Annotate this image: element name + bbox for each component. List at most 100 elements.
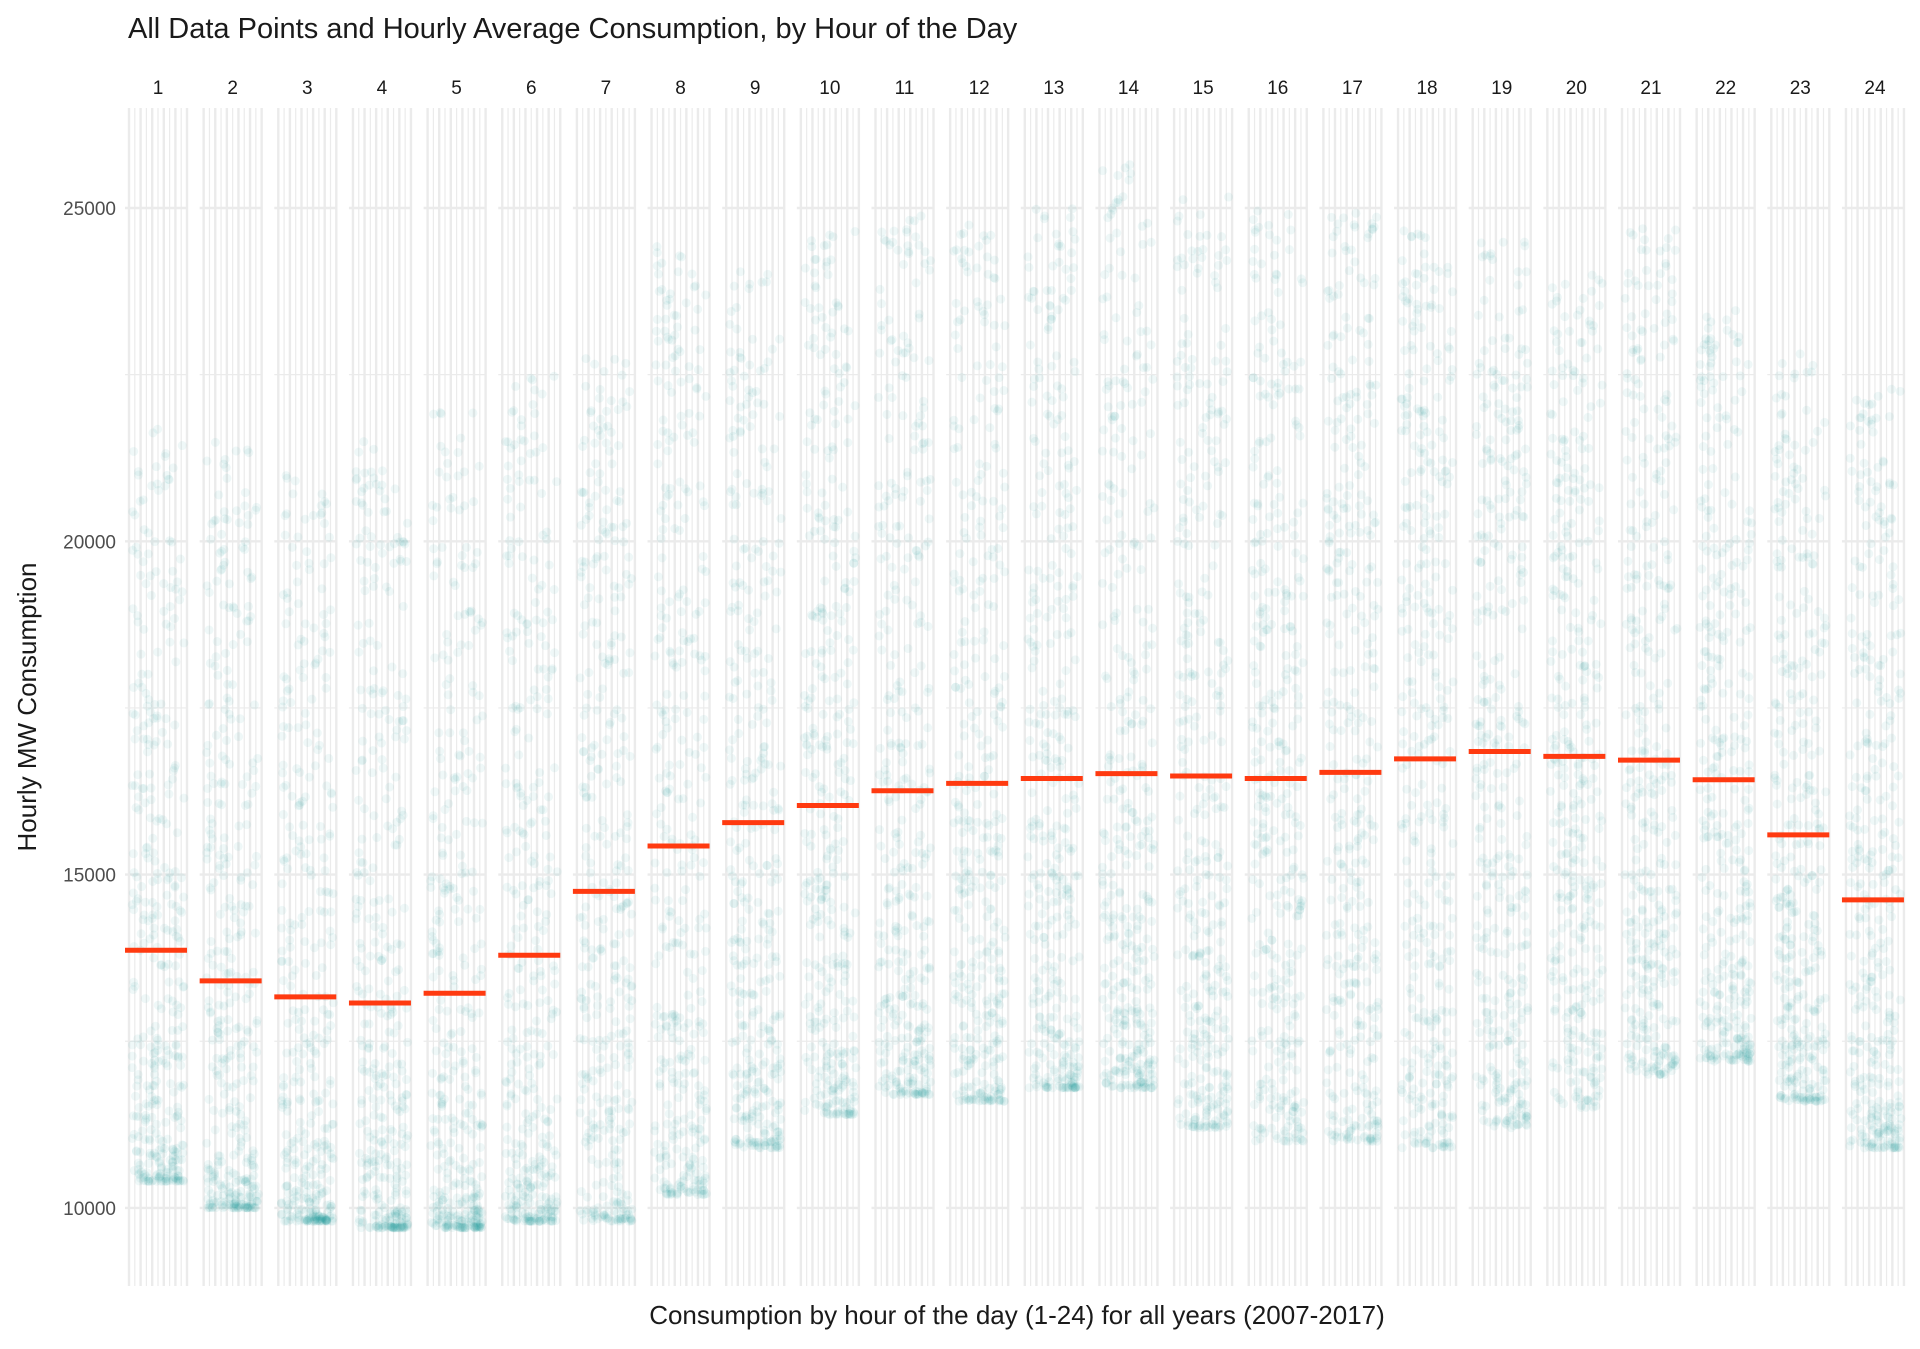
data-point [279, 810, 288, 819]
data-point [698, 565, 707, 574]
data-point [158, 1149, 167, 1158]
data-point [217, 530, 226, 539]
data-point [732, 325, 741, 334]
data-point [954, 751, 963, 760]
data-point [889, 1090, 898, 1099]
data-point [662, 1151, 671, 1160]
data-point [243, 637, 252, 646]
data-point [594, 477, 603, 486]
data-point [757, 278, 766, 287]
data-point [886, 708, 895, 717]
data-point [815, 1066, 824, 1075]
data-point [244, 448, 253, 457]
data-point [476, 764, 485, 773]
data-point [579, 1002, 588, 1011]
data-point [202, 1139, 211, 1148]
data-point [730, 663, 739, 672]
data-point [736, 267, 745, 276]
data-point [402, 1160, 411, 1169]
data-point [277, 906, 286, 915]
data-point [584, 962, 593, 971]
data-point [585, 498, 594, 507]
data-point [745, 360, 754, 369]
data-point [443, 1174, 452, 1183]
data-point [153, 875, 162, 884]
data-point [766, 1143, 775, 1152]
data-point [507, 941, 516, 950]
data-point [452, 1220, 461, 1229]
data-point [767, 1035, 776, 1044]
data-point [699, 1028, 708, 1037]
data-point [247, 1154, 256, 1163]
data-point [328, 933, 337, 942]
data-point [578, 557, 587, 566]
data-point [846, 776, 855, 785]
data-point [732, 1104, 741, 1113]
data-point [744, 393, 753, 402]
data-point [822, 1015, 831, 1024]
data-point [755, 869, 764, 878]
data-point [967, 936, 976, 945]
data-point [693, 1185, 702, 1194]
data-point [673, 501, 682, 510]
data-point [457, 1047, 466, 1056]
data-point [448, 971, 457, 980]
data-point [281, 619, 290, 628]
data-point [730, 899, 739, 908]
data-point [973, 361, 982, 370]
data-point [989, 790, 998, 799]
data-point [922, 1082, 931, 1091]
data-point [877, 529, 886, 538]
data-point [762, 562, 771, 571]
data-point [517, 456, 526, 465]
data-point [751, 768, 760, 777]
data-point [472, 715, 481, 724]
data-point [586, 868, 595, 877]
data-point [208, 1062, 217, 1071]
data-point [658, 525, 667, 534]
data-point [914, 837, 923, 846]
data-point [840, 931, 849, 940]
data-point [430, 1126, 439, 1135]
data-point [583, 1116, 592, 1125]
data-point [735, 1010, 744, 1019]
data-point [469, 1215, 478, 1224]
data-point [139, 495, 148, 504]
data-point [540, 1158, 549, 1167]
data-point [849, 559, 858, 568]
data-point [376, 1096, 385, 1105]
data-point [503, 1135, 512, 1144]
data-point [663, 690, 672, 699]
data-point [964, 221, 973, 230]
data-point [699, 858, 708, 867]
data-point [843, 415, 852, 424]
data-point [214, 1151, 223, 1160]
data-point [820, 1108, 829, 1117]
data-point [987, 954, 996, 963]
data-point [518, 881, 527, 890]
data-point [176, 1003, 185, 1012]
data-point [903, 1021, 912, 1030]
data-point [599, 1178, 608, 1187]
data-point [134, 1070, 143, 1079]
data-point [506, 484, 515, 493]
data-point [357, 1099, 366, 1108]
data-point [689, 974, 698, 983]
data-point [508, 1044, 517, 1053]
data-point [364, 508, 373, 517]
data-point [250, 700, 259, 709]
data-point [592, 640, 601, 649]
data-point [514, 537, 523, 546]
data-point [512, 628, 521, 637]
chart-title: All Data Points and Hourly Average Consu… [128, 13, 1018, 45]
data-point [385, 542, 394, 551]
data-point [599, 518, 608, 527]
data-point [322, 1186, 331, 1195]
data-point [999, 976, 1008, 985]
data-point [829, 869, 838, 878]
data-point [461, 1082, 470, 1091]
data-point [464, 1109, 473, 1118]
data-point [533, 1165, 542, 1174]
data-point [549, 1006, 558, 1015]
data-point [700, 501, 709, 510]
